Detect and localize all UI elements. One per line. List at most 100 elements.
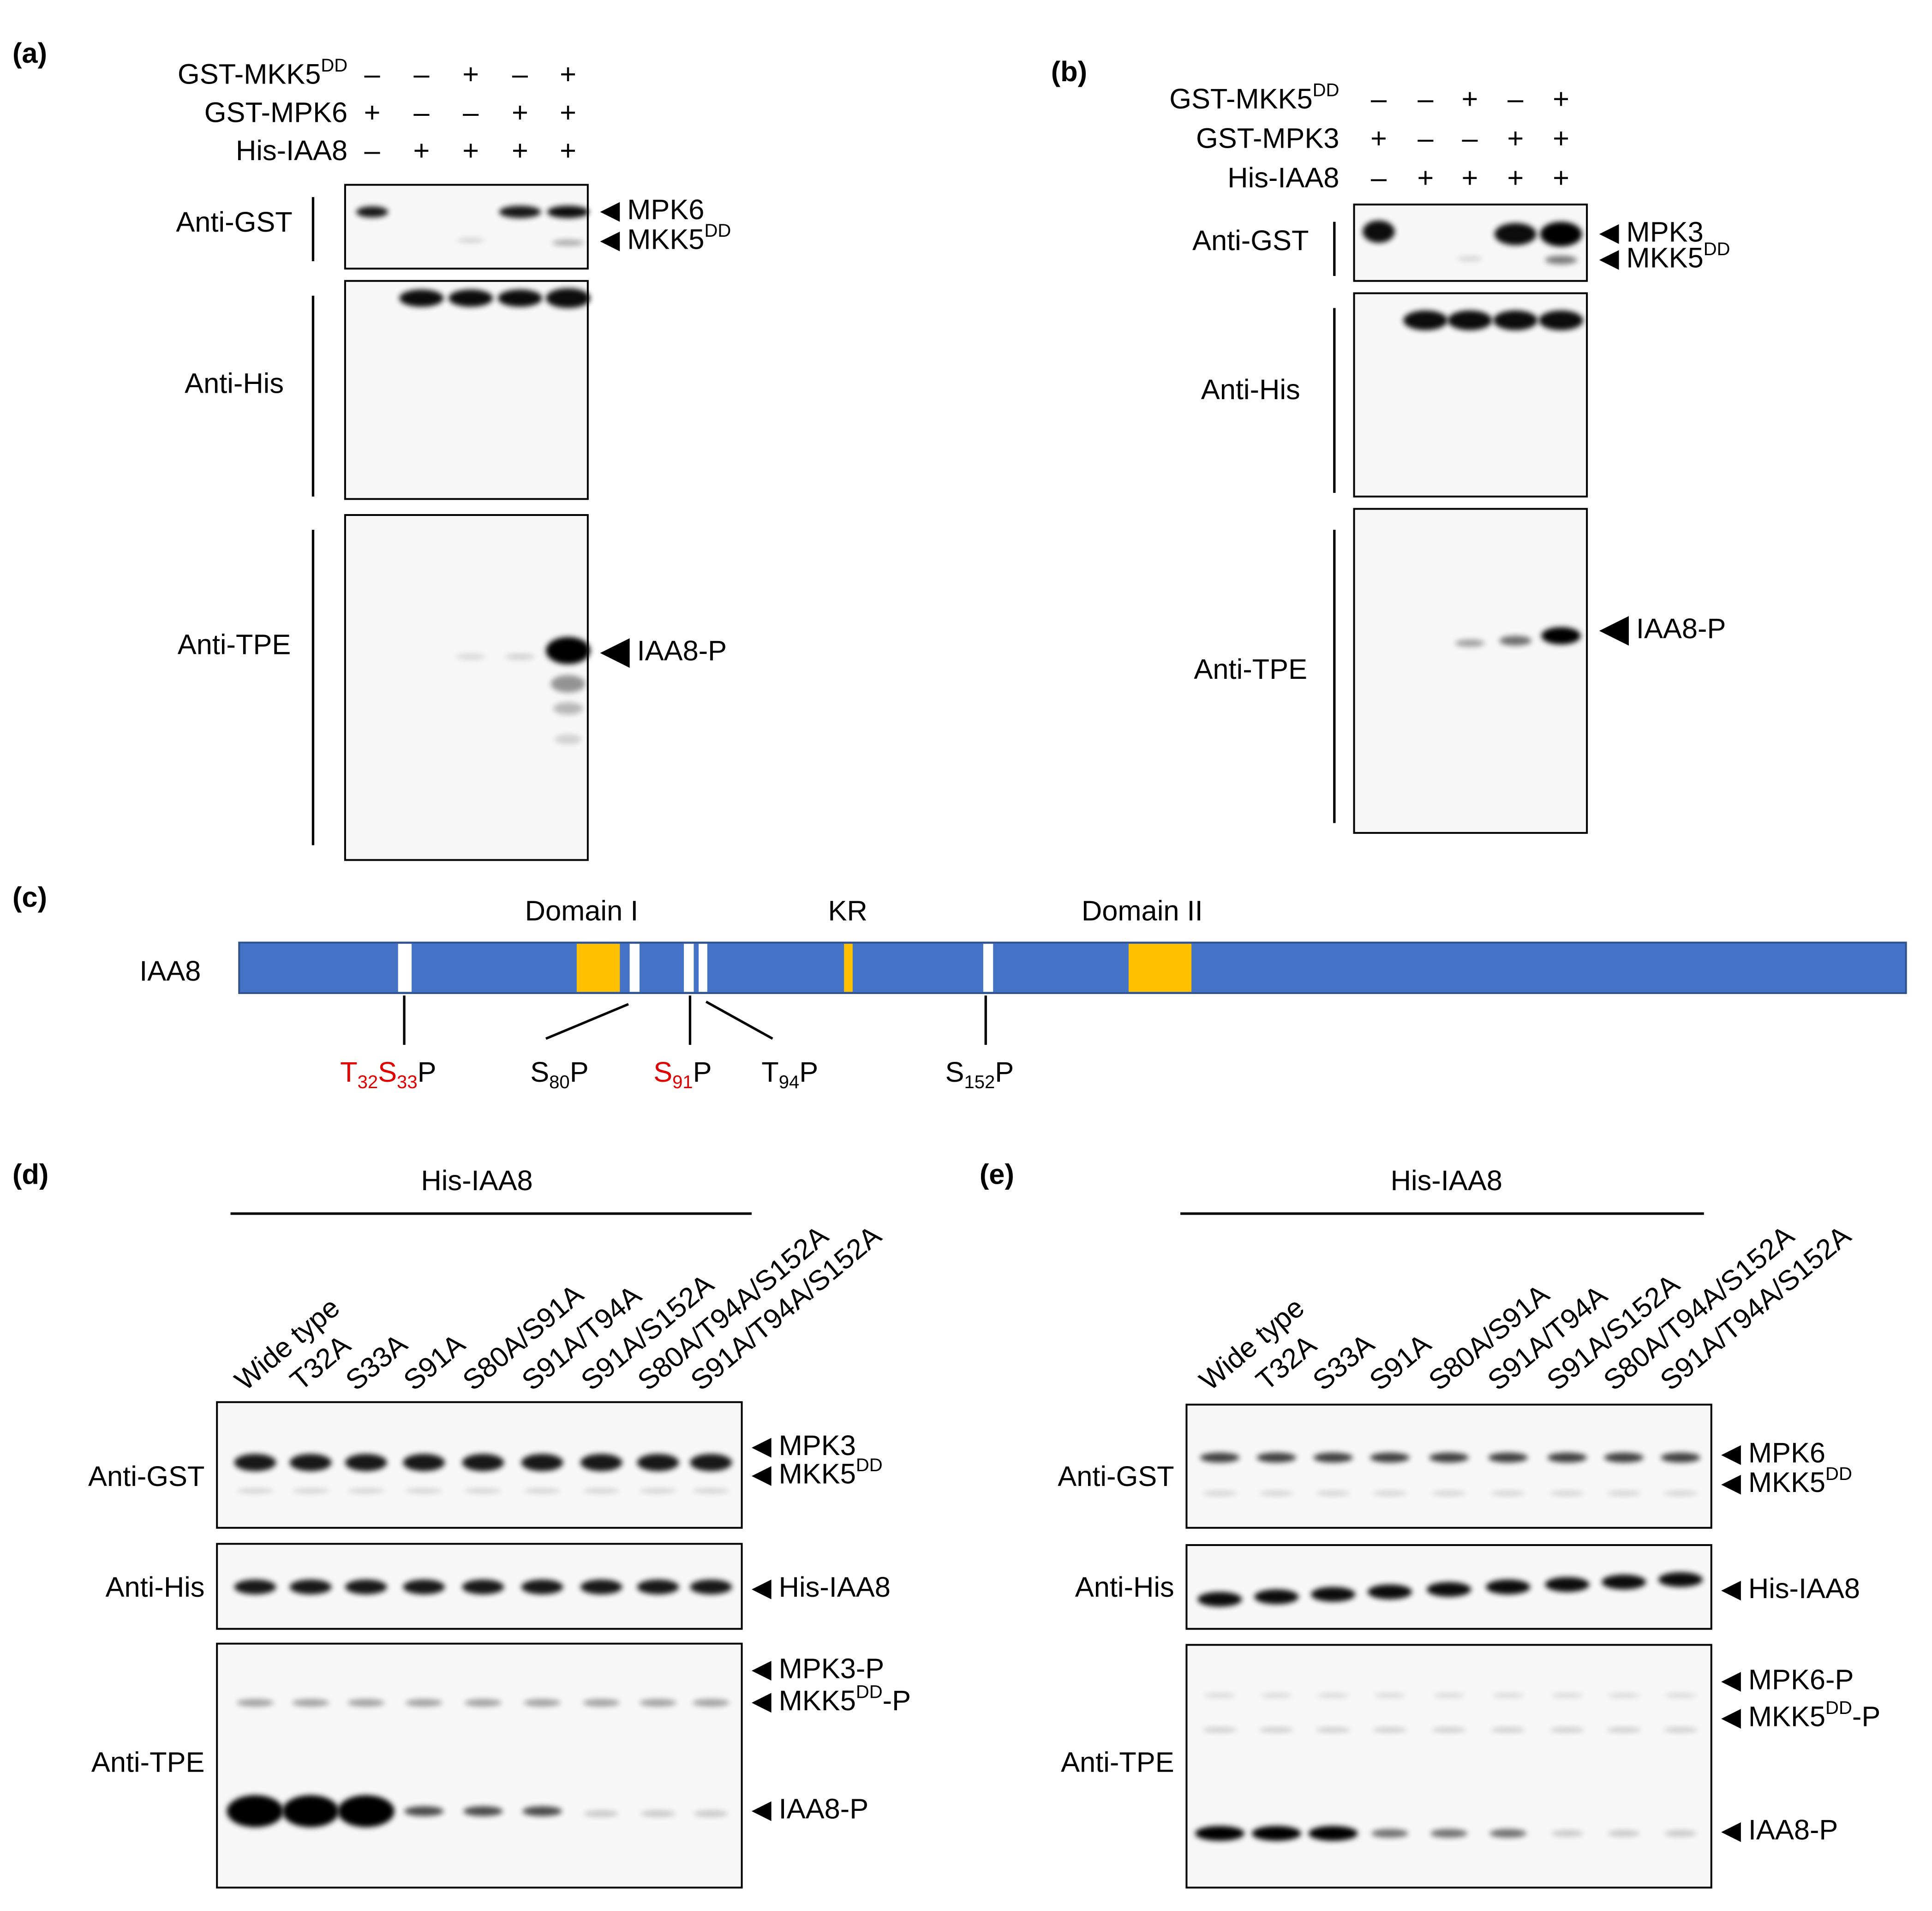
site-label: S152P <box>945 1056 1014 1092</box>
header: His-IAA8 <box>1391 1165 1502 1197</box>
text-part: – <box>1462 123 1478 155</box>
text-part: KR <box>828 895 867 927</box>
text-part: – <box>365 135 381 167</box>
text-part: (e) <box>980 1159 1014 1191</box>
sign: + <box>462 135 479 167</box>
text-part: + <box>364 97 381 129</box>
text-part: (d) <box>12 1159 48 1191</box>
sub: 32 <box>358 1072 378 1092</box>
text-part: MPK6 <box>627 194 704 226</box>
panel-label: (d) <box>12 1159 48 1191</box>
marker-label: His-IAA8 <box>1748 1573 1860 1605</box>
marker-label: IAA8-P <box>1636 613 1726 645</box>
band <box>282 1795 339 1827</box>
band <box>289 1454 332 1471</box>
sub: 91 <box>672 1072 693 1092</box>
band <box>639 1699 677 1707</box>
protein-label: IAA8 <box>139 955 201 987</box>
text-part: MPK6 <box>1748 1437 1825 1469</box>
text-part: S91A <box>1364 1328 1437 1396</box>
text-part: His-IAA8 <box>1748 1573 1860 1605</box>
text-part: P <box>418 1056 437 1088</box>
sign: – <box>1507 83 1524 115</box>
text-part: – <box>512 59 528 90</box>
band <box>292 1699 329 1707</box>
text-part: + <box>560 59 576 90</box>
marker-label: MKK5DD <box>627 221 731 256</box>
marker-label: MKK5DD <box>1748 1463 1852 1498</box>
band <box>1308 1826 1358 1841</box>
band <box>1663 1727 1698 1732</box>
text-part: IAA8-P <box>1748 1814 1838 1846</box>
band <box>462 1579 504 1594</box>
blot <box>1353 508 1588 834</box>
domain-label: Domain I <box>525 895 639 927</box>
band <box>1494 223 1537 246</box>
site-line <box>705 1000 773 1040</box>
antibody-label: Anti-His <box>1201 374 1300 406</box>
band <box>1433 1693 1465 1698</box>
band <box>1550 1727 1585 1732</box>
blot <box>344 280 589 500</box>
blot <box>1185 1403 1712 1529</box>
text-part: – <box>413 59 430 90</box>
text-part: Anti-TPE <box>91 1747 205 1779</box>
band <box>1490 1727 1525 1732</box>
text-part: MKK5 <box>779 1458 856 1490</box>
text-part: Domain II <box>1082 895 1203 927</box>
band <box>464 1488 502 1493</box>
lane-label: S33A <box>1307 1328 1380 1396</box>
band <box>550 675 586 693</box>
text-part: S <box>378 1056 397 1088</box>
band <box>580 1454 622 1471</box>
band <box>457 238 484 243</box>
text-part: His-IAA8 <box>1391 1165 1502 1197</box>
band <box>337 1795 395 1827</box>
sign: + <box>462 59 479 90</box>
domain <box>1128 944 1192 992</box>
sign: – <box>365 59 381 90</box>
sign: + <box>1507 123 1524 155</box>
marker-arrow <box>1599 250 1619 270</box>
sign: + <box>1370 123 1387 155</box>
band <box>227 1795 284 1827</box>
sign: + <box>364 97 381 129</box>
band <box>345 1579 387 1594</box>
band <box>236 1699 274 1707</box>
marker-arrow <box>1721 1672 1741 1692</box>
text-part: GST-MKK5 <box>178 59 321 90</box>
condition-label: GST-MKK5DD <box>178 55 347 90</box>
band <box>1260 1693 1293 1698</box>
marker-arrow <box>1721 1709 1741 1729</box>
marker-label: MPK6 <box>1748 1437 1825 1469</box>
text-part: IAA8-P <box>1636 613 1726 645</box>
domain <box>844 944 853 992</box>
text-part: -P <box>883 1685 911 1717</box>
band <box>292 1488 329 1493</box>
text-part: T <box>340 1056 358 1088</box>
band <box>584 1810 619 1817</box>
band <box>1374 1693 1406 1698</box>
band <box>583 1699 620 1707</box>
band <box>499 205 541 218</box>
band <box>553 702 583 715</box>
band <box>1541 627 1581 645</box>
text-part: + <box>413 135 430 167</box>
site-mark <box>398 944 412 992</box>
text-part: – <box>1418 83 1434 115</box>
site-label: S91P <box>653 1056 712 1092</box>
marker-arrow <box>600 231 620 252</box>
antibody-label: Anti-TPE <box>1061 1747 1174 1779</box>
text-part: Anti-His <box>185 368 284 400</box>
band <box>404 1806 444 1816</box>
band <box>356 206 389 218</box>
band <box>234 1579 276 1594</box>
text-part: – <box>1507 83 1524 115</box>
antibody-label: Anti-TPE <box>91 1747 205 1779</box>
band <box>1313 1452 1353 1463</box>
marker-arrow <box>600 638 630 668</box>
text-part: MPK3 <box>1627 216 1704 248</box>
band <box>464 1699 502 1707</box>
band <box>692 1488 730 1493</box>
text-part: IAA8-P <box>779 1793 868 1825</box>
